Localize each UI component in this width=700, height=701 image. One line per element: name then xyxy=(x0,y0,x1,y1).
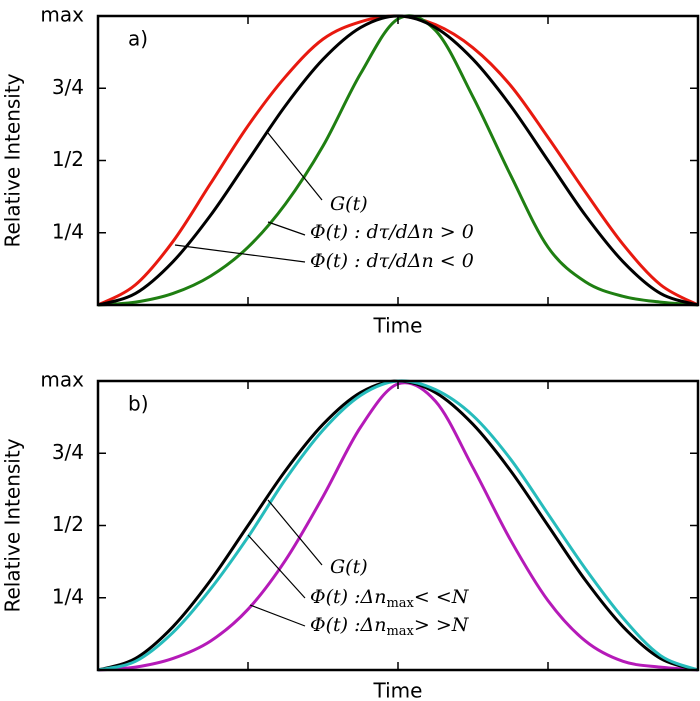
y-tick-label: 1/4 xyxy=(52,219,84,243)
y-tick-label: 3/4 xyxy=(52,75,84,99)
x-axis-label: Time xyxy=(373,314,423,338)
x-axis-label: Time xyxy=(373,679,423,701)
annotation-text: Φ(t) : dτ/dΔn > 0 xyxy=(310,221,474,243)
y-tick-label: 3/4 xyxy=(52,440,84,464)
annotation: Φ(t) :Δnmax> >N xyxy=(310,614,470,639)
annotation: G(t) xyxy=(330,556,368,578)
y-tick-label: 1/2 xyxy=(52,147,84,171)
annotation-suffix: > >N xyxy=(414,614,470,636)
y-tick-label: 1/2 xyxy=(52,512,84,536)
annotation-line xyxy=(267,132,323,201)
annotation-line xyxy=(249,604,306,627)
annotation: Φ(t) :Δnmax< <N xyxy=(310,586,470,611)
annotation-line xyxy=(174,244,306,263)
y-axis-label: Relative Intensity xyxy=(1,438,25,612)
annotation-line xyxy=(267,221,306,236)
annotation-line xyxy=(267,499,323,566)
annotation-text: Φ(t) :Δn xyxy=(310,614,386,636)
annotation-text: G(t) xyxy=(330,556,368,578)
annotation: Φ(t) : dτ/dΔn < 0 xyxy=(310,250,474,272)
annotation-line xyxy=(247,534,306,599)
y-tick-label: 1/4 xyxy=(52,584,84,608)
annotation-suffix: < <N xyxy=(414,586,470,608)
annotation: G(t) xyxy=(330,193,368,215)
annotation: Φ(t) : dτ/dΔn > 0 xyxy=(310,221,474,243)
panel-label: b) xyxy=(128,392,149,416)
panel: 1/4 1/2 3/4 max Time Relative Intensity b) G(t)… xyxy=(1,368,700,701)
annotation-subscript: max xyxy=(386,624,414,639)
annotation-text: G(t) xyxy=(330,193,368,215)
panel-label: a) xyxy=(128,27,148,51)
annotation-text: Φ(t) : dτ/dΔn < 0 xyxy=(310,250,474,272)
annotation-subscript: max xyxy=(386,596,414,611)
y-tick-label: max xyxy=(40,368,84,392)
annotation-text: Φ(t) :Δn xyxy=(310,586,386,608)
y-tick-label: max xyxy=(40,3,84,27)
y-axis-label: Relative Intensity xyxy=(1,73,25,247)
panel: 1/4 1/2 3/4 max Time Relative Intensity a) G(t)… xyxy=(1,3,700,338)
